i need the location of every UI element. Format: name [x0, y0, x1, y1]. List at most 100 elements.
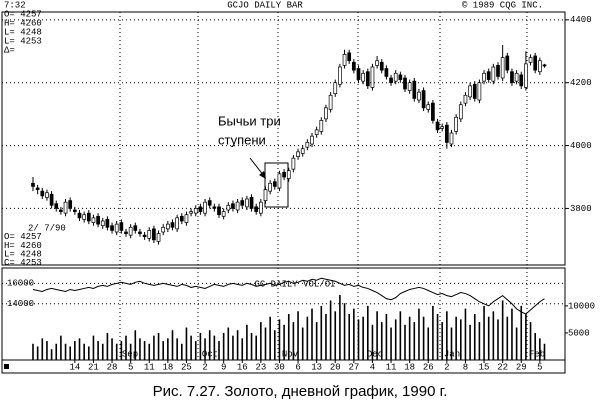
volume-bar [283, 324, 285, 360]
volume-bar [97, 341, 99, 360]
volume-bar [115, 343, 118, 360]
x-tick-label: 6 [295, 362, 300, 372]
candle-body [207, 200, 212, 206]
candle-body [110, 225, 114, 231]
y-tick-label: 4400 [570, 15, 592, 25]
candle-body [361, 72, 365, 82]
candle-body [54, 203, 59, 209]
volume-bar [274, 330, 276, 360]
volume-bar [167, 338, 169, 360]
candle-body [296, 151, 300, 157]
candle-body [519, 74, 524, 87]
candle-body [49, 193, 54, 206]
volume-bar [50, 349, 53, 360]
volume-bar [292, 322, 295, 360]
volume-bar [492, 311, 495, 360]
candle-body [524, 63, 528, 88]
volume-bar [246, 324, 248, 360]
y2-tick-label: 10000 [568, 301, 595, 311]
candle-body [352, 61, 356, 71]
x-tick-label: 16 [237, 362, 248, 372]
candle-body [82, 214, 87, 220]
candle-body [282, 171, 286, 178]
volume-bar [101, 343, 104, 360]
candle-body [259, 201, 263, 214]
candle-body [142, 234, 147, 238]
candle-body [435, 121, 440, 131]
candle-body [486, 71, 491, 80]
candle-body [389, 77, 393, 84]
candle-body [277, 173, 282, 189]
volume-bar [543, 343, 546, 360]
volume-bar [120, 341, 123, 360]
volume-bar [441, 322, 443, 360]
volume-bar [320, 305, 323, 360]
candle-body [161, 226, 166, 233]
volume-bar [362, 316, 364, 360]
x-tick-label: 2 [444, 362, 449, 372]
x-tick-label: 18 [404, 362, 415, 372]
volume-bar [301, 327, 304, 360]
volume-bar [83, 343, 85, 360]
candle-body [189, 211, 193, 214]
volume-bar [525, 314, 527, 360]
x-tick-label: 9 [221, 362, 226, 372]
x-tick-label: 18 [162, 362, 173, 372]
volume-bar [278, 319, 281, 360]
volume-bar [213, 335, 216, 360]
x-tick-label: 20 [330, 362, 341, 372]
y2-tick-label: 5000 [568, 328, 590, 338]
volume-bar [222, 332, 225, 360]
candle-body [193, 208, 198, 214]
volume-bar [264, 327, 267, 360]
volume-bar [520, 305, 523, 360]
volume-bar [511, 308, 513, 360]
annotation: ступени [218, 132, 266, 147]
y-tick-label: 4200 [570, 78, 592, 88]
candle-body [417, 91, 421, 101]
x-tick-label: 23 [255, 362, 266, 372]
volume-bar [255, 335, 257, 360]
volume-bar [413, 322, 416, 360]
candle-body [156, 233, 161, 242]
candle-body [426, 104, 431, 110]
volume-bar [469, 324, 471, 360]
volume-bar [143, 341, 146, 360]
volume-bar [529, 322, 532, 360]
candle-body [393, 72, 398, 82]
volume-bar [236, 330, 239, 360]
volume-bar [399, 311, 402, 360]
volume-bar [371, 324, 374, 360]
candle-body [152, 228, 156, 241]
x-tick-label: 4 [370, 362, 375, 372]
x-tick-label: 11 [144, 362, 155, 372]
quote-top: H= 4260 [4, 18, 42, 28]
candle-body [72, 209, 77, 212]
candle-body [170, 222, 175, 228]
volume-bar [153, 335, 155, 360]
pattern-box [264, 162, 289, 208]
candle-body [45, 192, 49, 198]
volume-bar [46, 341, 48, 360]
quote-bottom: 2/ 7/90 [28, 223, 66, 233]
month-label: Dec [367, 349, 383, 359]
volume-bar [176, 338, 178, 360]
volume-bar [418, 308, 420, 360]
x-tick-label: 2 [202, 362, 207, 372]
volume-bar [106, 332, 109, 360]
candle-body [272, 181, 277, 187]
volume-bar [269, 316, 271, 360]
x-tick-label: 8 [463, 362, 468, 372]
volume-bar [460, 319, 462, 360]
volume-bar [36, 346, 39, 360]
arrow-head [259, 171, 266, 179]
candle-body [235, 201, 240, 211]
volume-bar [367, 305, 369, 360]
volume-bar [190, 335, 192, 360]
volume-bar [69, 346, 71, 360]
candle-body [403, 77, 407, 90]
candle-body [133, 225, 138, 231]
candle-body [440, 126, 445, 129]
